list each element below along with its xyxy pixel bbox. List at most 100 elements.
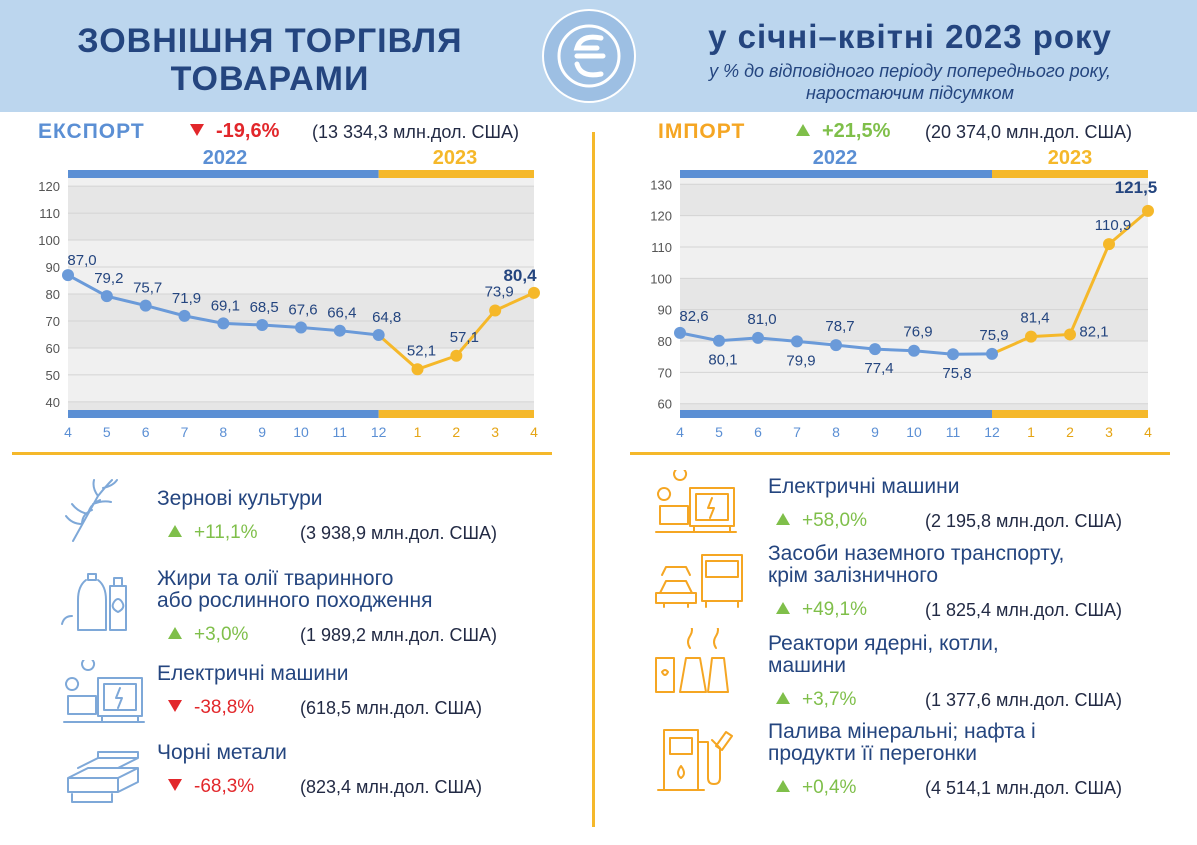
item-value: (4 514,1 млн.дол. США) — [925, 778, 1122, 798]
data-point — [217, 317, 230, 330]
data-point — [947, 348, 959, 361]
data-point — [333, 324, 346, 337]
item-change-value: +49,1% — [802, 599, 867, 620]
item-value: (618,5 млн.дол. США) — [300, 698, 482, 718]
fuel-pump-icon — [650, 718, 740, 803]
data-point — [256, 319, 269, 332]
header-banner: ЗОВНІШНЯ ТОРГІВЛЯ ТОВАРАМИ у січні–квітн… — [0, 0, 1197, 112]
y-tick-label: 100 — [38, 233, 60, 248]
plot-band — [680, 246, 1148, 279]
item-name: Палива мінеральні; нафта і — [768, 720, 1036, 743]
item-value: (1 825,4 млн.дол. США) — [925, 600, 1122, 620]
data-point — [411, 363, 424, 376]
data-point — [1142, 204, 1154, 217]
data-label: 121,5 — [1115, 178, 1158, 197]
item-change: -38,8% — [168, 697, 254, 719]
data-point — [1103, 238, 1115, 251]
year-bar-2022-bottom — [680, 410, 992, 418]
item-value: (2 195,8 млн.дол. США) — [925, 511, 1122, 531]
x-tick-label: 2 — [1066, 424, 1074, 440]
y-tick-label: 120 — [650, 209, 672, 224]
x-tick-label: 4 — [1144, 424, 1152, 440]
data-point — [1025, 330, 1037, 343]
generator-icon — [650, 467, 740, 545]
generator-icon — [58, 657, 148, 735]
plot-band — [680, 178, 1148, 185]
export-total: (13 334,3 млн.дол. США) — [312, 122, 519, 142]
data-point — [62, 269, 74, 282]
plot-band — [680, 372, 1148, 404]
export-title: ЕКСПОРТ — [38, 120, 145, 143]
plot-band — [68, 347, 534, 375]
year-bar-2022-bottom — [68, 410, 379, 418]
item-name: Електричні машини — [157, 662, 349, 685]
item-value: (1 377,6 млн.дол. США) — [925, 690, 1122, 710]
export-change-value: -19,6% — [216, 120, 280, 142]
x-tick-label: 11 — [946, 424, 961, 440]
data-point — [528, 286, 540, 299]
down-triangle-icon — [168, 700, 182, 712]
year-bar-2023-bottom — [992, 410, 1148, 418]
x-tick-label: 11 — [333, 424, 348, 440]
x-tick-label: 1 — [1027, 424, 1035, 440]
plot-band — [68, 374, 534, 402]
data-label: 75,7 — [133, 280, 162, 297]
year-bar-2022-top — [680, 170, 992, 178]
data-label: 82,1 — [1079, 323, 1108, 340]
y-tick-label: 40 — [46, 395, 60, 410]
x-tick-label: 6 — [754, 424, 762, 440]
year-bar-2022-top — [68, 170, 379, 178]
data-label: 64,8 — [372, 309, 401, 326]
plot-band — [68, 186, 534, 214]
data-label: 52,1 — [407, 342, 436, 359]
data-point — [752, 331, 764, 344]
data-label: 67,6 — [288, 301, 317, 318]
data-label: 81,0 — [747, 311, 776, 328]
data-label: 80,4 — [503, 266, 537, 285]
import-change-value: +21,5% — [822, 120, 891, 142]
import-divider — [630, 452, 1170, 455]
data-point — [139, 299, 152, 312]
x-tick-label: 9 — [871, 424, 879, 440]
item-change: +3,7% — [776, 689, 856, 711]
y-tick-label: 100 — [650, 271, 672, 286]
y-tick-label: 110 — [39, 206, 60, 221]
item-name-line2: або рослинного походження — [157, 589, 433, 612]
data-label: 68,5 — [250, 299, 279, 316]
data-point — [869, 343, 881, 356]
data-label: 71,9 — [172, 290, 201, 307]
x-tick-label: 10 — [906, 424, 922, 440]
vehicles-icon — [650, 545, 750, 620]
item-name: Чорні метали — [157, 741, 287, 764]
data-label: 110,9 — [1095, 217, 1131, 234]
data-point — [372, 329, 385, 342]
data-point — [986, 347, 998, 360]
subtitle-line2: наростаючим підсумком — [806, 83, 1014, 103]
y-tick-label: 90 — [46, 260, 60, 275]
plot-band — [68, 178, 534, 187]
data-label: 81,4 — [1020, 310, 1049, 327]
item-name-line2: крім залізничного — [768, 564, 939, 587]
export-year-2022: 2022 — [202, 147, 248, 169]
x-tick-label: 12 — [371, 424, 387, 440]
y-tick-label: 80 — [658, 334, 672, 349]
wheat-icon — [58, 476, 128, 551]
data-label: 82,6 — [679, 308, 708, 325]
import-title: ІМПОРТ — [658, 120, 746, 143]
up-triangle-icon — [168, 627, 182, 639]
data-point — [489, 304, 502, 317]
plot-band — [68, 240, 534, 268]
plot-band — [68, 267, 534, 294]
up-triangle-icon — [776, 780, 790, 792]
item-value: (823,4 млн.дол. США) — [300, 777, 482, 797]
export-change: -19,6% — [190, 120, 279, 143]
data-point — [908, 344, 920, 357]
item-change-value: -38,8% — [194, 697, 255, 718]
y-tick-label: 50 — [46, 368, 60, 383]
y-tick-label: 120 — [38, 179, 60, 194]
plot-band — [68, 213, 534, 241]
item-name: Електричні машини — [768, 475, 960, 498]
plot-band — [680, 184, 1148, 216]
item-value: (1 989,2 млн.дол. США) — [300, 625, 497, 645]
